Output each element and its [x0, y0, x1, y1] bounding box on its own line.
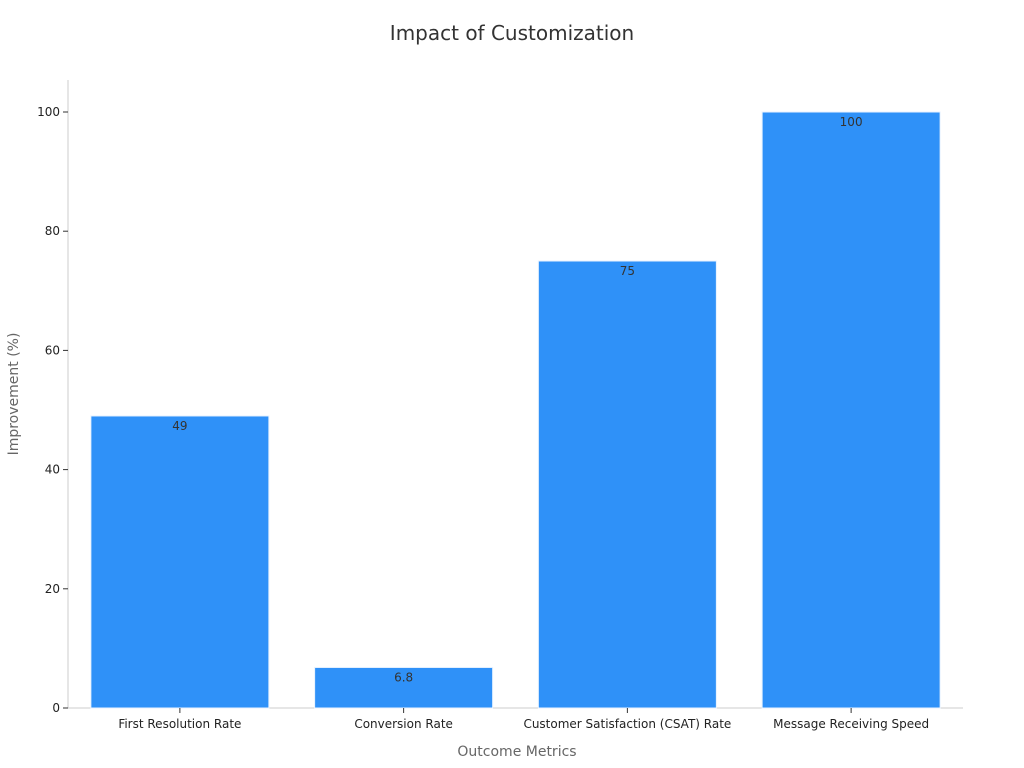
- bar-value-label: 100: [840, 115, 863, 129]
- y-tick-label: 60: [45, 343, 60, 357]
- y-tick-label: 80: [45, 224, 60, 238]
- y-axis-title: Improvement (%): [6, 333, 22, 456]
- bar: [314, 666, 494, 709]
- x-axis-title: Outcome Metrics: [457, 744, 576, 760]
- bar-value-label: 75: [620, 264, 635, 278]
- bar: [537, 260, 717, 709]
- bars-group: 49 6.8 75 100: [90, 111, 941, 709]
- y-tick-label: 100: [37, 105, 60, 119]
- x-tick-label: Conversion Rate: [354, 717, 453, 731]
- y-tick-label: 40: [45, 463, 60, 477]
- bar: [90, 415, 270, 709]
- x-tick-label: Message Receiving Speed: [773, 717, 929, 731]
- x-tick-label: Customer Satisfaction (CSAT) Rate: [523, 717, 731, 731]
- chart-title: Impact of Customization: [390, 21, 634, 45]
- y-tick-label: 20: [45, 582, 60, 596]
- x-axis-ticks: First Resolution Rate Conversion Rate Cust…: [118, 708, 929, 731]
- x-tick-label: First Resolution Rate: [118, 717, 241, 731]
- bar-value-label: 6.8: [394, 670, 413, 684]
- bar-value-label: 49: [172, 419, 187, 433]
- y-axis-ticks: 0 20 40 60 80 100: [37, 105, 68, 715]
- y-tick-label: 0: [52, 701, 60, 715]
- bar: [761, 111, 941, 709]
